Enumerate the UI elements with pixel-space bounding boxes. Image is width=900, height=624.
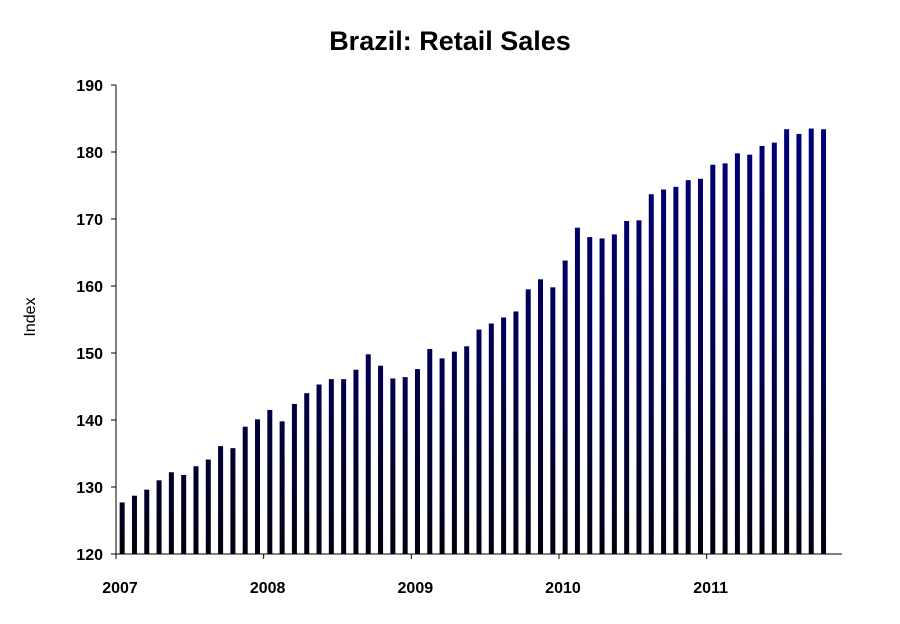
- bar: [661, 189, 667, 554]
- y-axis-tick-labels: 120 130 140 150 160 170 180 190: [76, 78, 103, 564]
- bar: [784, 129, 790, 554]
- bar: [734, 153, 740, 554]
- bar: [414, 369, 420, 554]
- y-tick-label: 180: [76, 145, 103, 162]
- bar: [427, 348, 433, 554]
- x-axis-tick-labels: 2007 2008 2009 2010 2011: [102, 580, 728, 597]
- bar: [168, 472, 174, 554]
- y-tick-label: 130: [76, 480, 103, 497]
- x-tick-label: 2008: [250, 580, 286, 597]
- x-tick-label: 2009: [398, 580, 434, 597]
- bar: [156, 480, 162, 554]
- x-tick-label: 2010: [545, 580, 581, 597]
- y-axis-ticks: [111, 84, 116, 555]
- bar: [710, 164, 716, 555]
- bar: [439, 358, 445, 554]
- bar: [378, 365, 384, 554]
- bar: [796, 133, 802, 554]
- bar: [119, 502, 125, 554]
- bar: [230, 448, 236, 554]
- bar: [131, 495, 137, 554]
- bar: [328, 379, 334, 554]
- bar: [390, 378, 396, 554]
- x-tick-label: 2007: [102, 580, 138, 597]
- bar: [464, 346, 470, 554]
- bar: [144, 489, 150, 554]
- bar: [513, 311, 519, 554]
- bar: [291, 403, 297, 554]
- y-tick-label: 190: [76, 78, 103, 95]
- bar: [538, 279, 544, 554]
- y-tick-label: 160: [76, 279, 103, 296]
- bar: [611, 234, 617, 554]
- bar: [193, 466, 199, 554]
- bar: [205, 459, 211, 554]
- bar: [759, 145, 765, 554]
- bar: [525, 289, 531, 554]
- bar: [821, 129, 827, 554]
- bar: [808, 128, 814, 555]
- bar: [550, 287, 556, 554]
- bars-group: [119, 128, 827, 555]
- bar: [402, 377, 408, 554]
- y-tick-label: 170: [76, 212, 103, 229]
- y-tick-label: 120: [76, 547, 103, 564]
- bar: [574, 227, 580, 554]
- bar: [242, 426, 248, 554]
- bar: [501, 317, 507, 554]
- bar: [451, 351, 457, 554]
- x-tick-label: 2011: [693, 580, 728, 597]
- bar: [697, 178, 703, 555]
- y-axis-label: Index: [22, 297, 39, 336]
- bar: [648, 194, 654, 554]
- bar: [636, 220, 642, 554]
- chart-title: Brazil: Retail Sales: [329, 26, 571, 56]
- bar: [304, 393, 310, 554]
- bar: [599, 238, 605, 554]
- bar: [624, 221, 630, 554]
- bar: [218, 446, 224, 554]
- bar: [279, 421, 285, 554]
- bar: [181, 474, 187, 554]
- bar: [673, 186, 679, 554]
- bar: [255, 419, 261, 554]
- bar: [488, 323, 494, 554]
- bar: [722, 163, 728, 554]
- bar: [685, 180, 691, 554]
- bar: [353, 369, 359, 554]
- y-tick-label: 140: [76, 413, 103, 430]
- bar: [562, 260, 568, 554]
- bar: [365, 354, 371, 554]
- bar: [587, 237, 593, 554]
- bar: [341, 379, 347, 554]
- bar: [476, 329, 482, 554]
- x-axis-ticks: [115, 554, 708, 559]
- bar: [316, 384, 322, 554]
- bar: [267, 409, 273, 554]
- y-tick-label: 150: [76, 346, 103, 363]
- bar: [747, 154, 753, 554]
- bar: [771, 142, 777, 554]
